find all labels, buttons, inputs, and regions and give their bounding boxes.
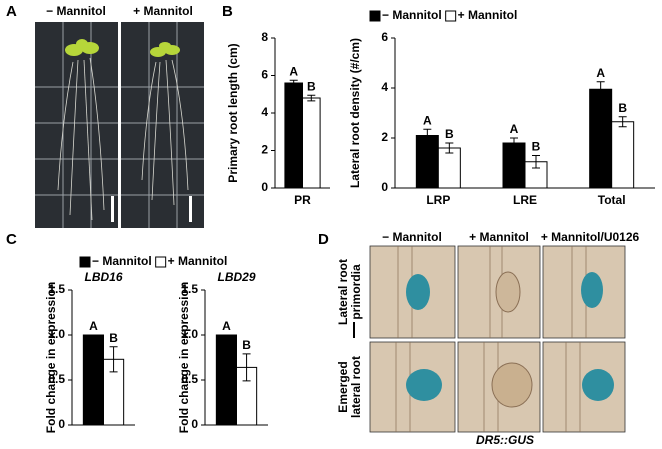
y-axis-label: Lateral root density (#/cm): [348, 38, 362, 188]
bar: [437, 147, 461, 189]
bar: [611, 121, 635, 189]
legend-swatch: [369, 10, 381, 22]
row-label-box: Lateral root primordia: [336, 259, 363, 326]
chart-title: LBD16: [84, 270, 122, 284]
y-tick-label: 2: [261, 143, 268, 157]
error-bar: [289, 79, 298, 87]
error-bar: [307, 94, 316, 102]
legend-swatch: [445, 10, 457, 22]
y-tick-label: 1.0: [48, 327, 65, 341]
bar: [502, 142, 526, 189]
y-tick-label: 0: [381, 180, 388, 194]
panel-label: D: [318, 231, 329, 248]
y-tick-label: 1.5: [181, 282, 198, 296]
bar: [284, 82, 303, 189]
column-header: + Mannitol/U0126: [541, 230, 640, 244]
legend-label: + Mannitol: [458, 8, 518, 22]
seedling-photos: [35, 22, 204, 228]
y-tick-label: 2: [381, 130, 388, 144]
y-tick-label: 1.0: [181, 327, 198, 341]
legend-label: + Mannitol: [168, 254, 228, 268]
bar: [589, 88, 613, 189]
chart-title: LBD29: [217, 270, 255, 284]
bar: [415, 135, 439, 189]
x-tick-label: LRE: [513, 193, 537, 207]
y-tick-label: 0: [191, 417, 198, 431]
row-label: Emerged lateral root: [336, 356, 363, 419]
significance-letter: B: [307, 79, 316, 93]
significance-letter: A: [510, 122, 519, 136]
significance-letter: A: [423, 113, 432, 127]
error-bar: [423, 128, 432, 143]
y-tick-label: 6: [381, 30, 388, 44]
y-tick-label: 0: [261, 180, 268, 194]
bar: [302, 97, 321, 189]
column-header: + Mannitol: [469, 230, 529, 244]
column-header: − Mannitol: [46, 4, 106, 18]
y-tick-label: 6: [261, 68, 268, 82]
error-bar: [510, 137, 518, 149]
panel-label: A: [6, 3, 17, 20]
significance-letter: A: [222, 319, 231, 333]
significance-letter: A: [596, 66, 605, 80]
significance-letter: B: [445, 127, 454, 141]
significance-letter: B: [109, 331, 118, 345]
bar: [215, 334, 237, 426]
legend-swatch: [155, 256, 167, 268]
error-bar: [596, 81, 605, 98]
y-axis-label: Fold change in expression: [177, 282, 191, 433]
y-axis-label: Fold change in expression: [44, 282, 58, 433]
x-tick-label: PR: [294, 193, 311, 207]
significance-letter: B: [532, 140, 541, 154]
y-tick-label: 0.5: [48, 372, 65, 386]
y-tick-label: 0.5: [181, 372, 198, 386]
panel-label: B: [222, 3, 233, 20]
significance-letter: A: [89, 319, 98, 333]
row-label: Lateral root primordia: [336, 259, 363, 326]
caption: DR5::GUS: [476, 433, 534, 447]
error-bar: [618, 116, 627, 128]
x-tick-label: Total: [598, 193, 626, 207]
row-label-box: Emerged lateral root: [336, 356, 363, 419]
y-tick-label: 8: [261, 30, 268, 44]
error-bar: [242, 353, 251, 382]
bar: [82, 334, 104, 426]
column-header: + Mannitol: [133, 4, 193, 18]
error-bar: [445, 142, 454, 154]
y-tick-label: 4: [261, 105, 268, 119]
y-tick-label: 4: [381, 80, 388, 94]
error-bar: [532, 155, 540, 169]
y-tick-label: 0: [58, 417, 65, 431]
significance-letter: B: [242, 338, 251, 352]
y-axis-label: Primary root length (cm): [226, 43, 240, 182]
legend-label: − Mannitol: [382, 8, 442, 22]
legend-label: − Mannitol: [92, 254, 152, 268]
legend-swatch: [79, 256, 91, 268]
x-tick-label: LRP: [426, 193, 450, 207]
panel-label: C: [6, 231, 17, 248]
significance-letter: A: [289, 64, 298, 78]
y-tick-label: 1.5: [48, 282, 65, 296]
significance-letter: B: [618, 101, 627, 115]
error-bar: [109, 346, 118, 373]
microscopy-photos: [353, 245, 626, 433]
column-header: − Mannitol: [382, 230, 442, 244]
